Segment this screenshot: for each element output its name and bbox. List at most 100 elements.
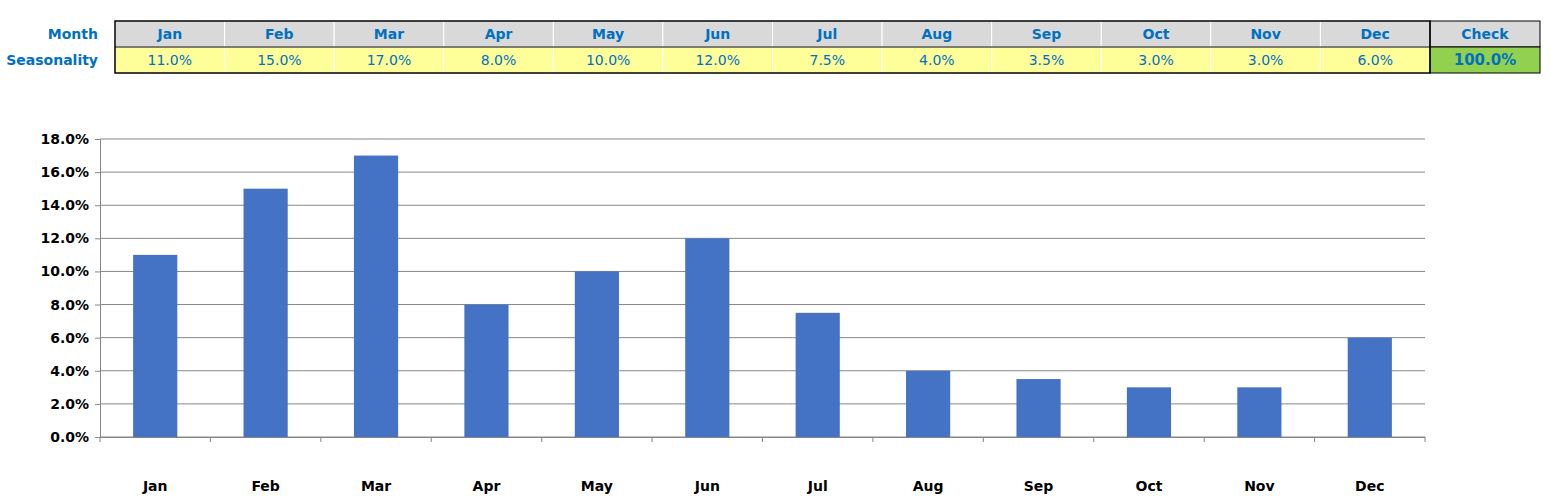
y-tick-label: 16.0% [40,164,89,180]
y-tick: 10.0% [40,263,100,279]
table-text: Feb [265,26,294,42]
table-cell [773,47,883,73]
table-text: 10.0% [586,52,630,68]
bar [796,313,840,437]
y-tick-mark [95,437,100,438]
table-text: Jan [156,26,182,42]
bar [464,305,508,437]
bar [133,255,177,437]
x-tick-label: Sep [1024,478,1054,494]
bar [1016,379,1060,437]
chart: Month Jan Feb Mar Apr May Jun Jul Aug Sep Oct Nov De… [0,0,1550,498]
category-divider [100,437,101,442]
category-divider [1093,437,1094,442]
category-divider [1204,437,1205,442]
y-tick-label: 4.0% [50,363,89,379]
category-divider [431,437,432,442]
table-cell [1430,47,1540,73]
table-cell [225,47,335,73]
category-divider [872,437,873,442]
grid-line [100,139,1425,140]
table-cell [663,47,773,73]
table-text: 3.5% [1029,52,1065,68]
y-tick-label: 2.0% [50,396,89,412]
table-text: 6.0% [1357,52,1393,68]
category-divider [1425,437,1426,442]
grid-line [100,304,1425,305]
table-cell [553,47,663,73]
table-text: Apr [485,26,513,42]
table-cell [992,21,1102,47]
x-tick: Jun [694,437,720,494]
grid-line [100,403,1425,404]
table-text: Check [1461,26,1509,42]
grid-line [100,370,1425,371]
row-header: Month [48,26,98,42]
table-cell [1211,21,1321,47]
y-tick-mark [95,205,100,206]
x-tick-label: Jun [694,478,720,494]
table-text: 17.0% [367,52,411,68]
table-cell [773,21,883,47]
x-tick-label: Jul [807,478,828,494]
y-tick-label: 6.0% [50,330,89,346]
category-divider [541,437,542,442]
table-text: May [592,26,624,42]
y-tick-label: 10.0% [40,263,89,279]
table-text: 100.0% [1454,51,1516,69]
x-tick-label: Nov [1244,478,1274,494]
bar [575,271,619,437]
table: MonthJanFebMarAprMayJunJulAugSepOctNovDe… [6,21,1540,73]
y-tick-mark [95,404,100,405]
y-tick-label: 18.0% [40,131,89,147]
x-tick-label: Mar [361,478,391,494]
x-tick: Jan [142,437,168,494]
table-border [115,21,1430,73]
y-tick: 2.0% [50,396,100,412]
y-tick: 0.0% [50,429,100,445]
table-text: Aug [921,26,952,42]
x-tick: Nov [1244,437,1274,494]
y-tick: 12.0% [40,230,100,246]
category-divider [210,437,211,442]
y-tick-label: 8.0% [50,297,89,313]
x-tick-label: Apr [473,478,501,494]
y-tick: 14.0% [40,197,100,213]
bar [354,156,398,437]
x-tick-label: Dec [1355,478,1384,494]
y-tick-label: 12.0% [40,230,89,246]
table-text: Sep [1032,26,1062,42]
table-cell [663,21,773,47]
y-tick-mark [95,139,100,140]
category-divider [320,437,321,442]
table-cell [992,47,1102,73]
y-tick: 8.0% [50,297,100,313]
x-tick-label: Oct [1136,478,1163,494]
bar [1127,387,1171,437]
table-cell [1430,21,1540,47]
bar [244,189,288,437]
y-tick-label: 14.0% [40,197,89,213]
y-tick-mark [95,305,100,306]
x-tick: May [581,437,613,494]
table-text: 11.0% [148,52,192,68]
bars [133,156,1392,437]
y-tick: 16.0% [40,164,100,180]
x-tick: Sep [1024,437,1054,494]
y-tick-mark [95,338,100,339]
y-tick-label: 0.0% [50,429,89,445]
x-tick: Jul [807,437,828,494]
table-cell [1101,21,1211,47]
x-tick: Apr [473,437,501,494]
table-text: 3.0% [1138,52,1174,68]
table-cell [444,21,554,47]
table-text: 15.0% [257,52,301,68]
table-text: Oct [1143,26,1170,42]
table-cell [334,47,444,73]
grid-line [100,238,1425,239]
table-cell [882,21,992,47]
bar [1237,387,1281,437]
y-axis-line [95,140,101,438]
table-text: 8.0% [481,52,517,68]
y-tick: 18.0% [40,131,100,147]
